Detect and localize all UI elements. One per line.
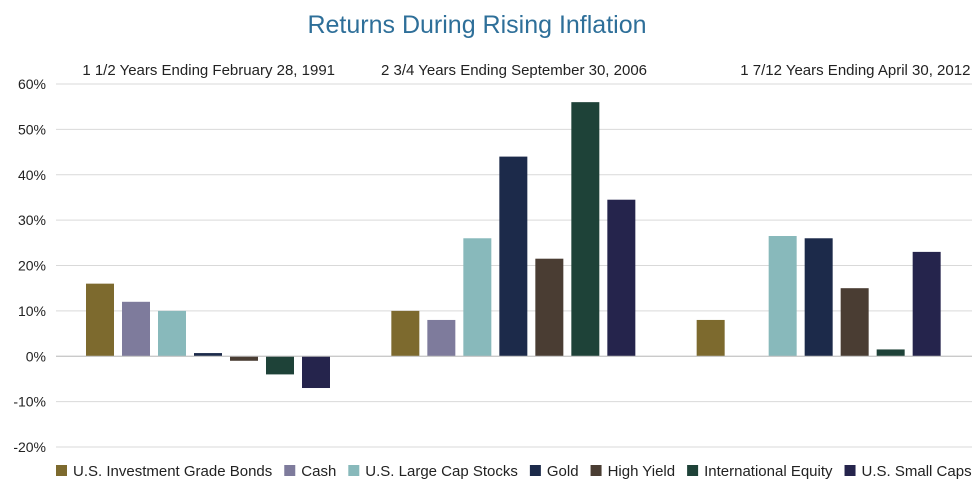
legend-swatch (284, 465, 296, 476)
period-label: 1 7/12 Years Ending April 30, 2012 (740, 62, 970, 79)
y-tick-label: -20% (13, 439, 46, 455)
y-tick-label: -10% (13, 394, 46, 410)
legend-swatch (687, 465, 699, 476)
bars (86, 102, 941, 389)
bar (158, 310, 186, 357)
bar (266, 356, 294, 375)
bar (535, 258, 564, 357)
legend-label: U.S. Small Caps (862, 463, 972, 480)
bar (86, 283, 114, 357)
period-label: 1 1/2 Years Ending February 28, 1991 (82, 62, 335, 79)
bar (194, 353, 222, 357)
bar (122, 301, 150, 357)
y-tick-label: 40% (18, 167, 46, 183)
legend-label: Cash (301, 463, 336, 480)
chart-title: Returns During Rising Inflation (307, 11, 646, 39)
legend-label: High Yield (608, 463, 676, 480)
bar (463, 238, 492, 357)
bar (768, 236, 797, 357)
bar (427, 319, 456, 357)
bar (912, 251, 941, 357)
y-tick-label: 20% (18, 258, 46, 274)
bar (302, 356, 330, 389)
legend-swatch (529, 465, 541, 476)
y-tick-label: 0% (26, 348, 46, 364)
bar (840, 288, 869, 357)
bar (607, 199, 636, 357)
bar (696, 319, 725, 357)
legend-swatch (348, 465, 360, 476)
y-tick-label: 30% (18, 212, 46, 228)
bar (230, 356, 258, 361)
period-labels: 1 1/2 Years Ending February 28, 1991 2 3/… (82, 62, 970, 79)
legend-swatch (844, 465, 856, 476)
y-tick-label: 60% (18, 76, 46, 92)
bar (804, 238, 833, 357)
y-tick-label: 10% (18, 303, 46, 319)
legend-label: U.S. Large Cap Stocks (365, 463, 518, 480)
bar (391, 310, 420, 357)
legend-swatch (56, 465, 67, 476)
legend-label: International Equity (704, 463, 833, 480)
y-tick-label: 50% (18, 121, 46, 137)
y-axis-ticks: -20% -10% 0% 10% 20% 30% 40% 50% 60% (13, 76, 46, 455)
legend-label: Gold (547, 463, 579, 480)
legend: U.S. Investment Grade Bonds Cash U.S. Larg… (56, 463, 972, 480)
period-label: 2 3/4 Years Ending September 30, 2006 (381, 62, 647, 79)
legend-label: U.S. Investment Grade Bonds (73, 463, 272, 480)
legend-swatch (590, 465, 602, 476)
bar (571, 102, 600, 357)
bar (876, 349, 905, 357)
bar (499, 156, 528, 357)
